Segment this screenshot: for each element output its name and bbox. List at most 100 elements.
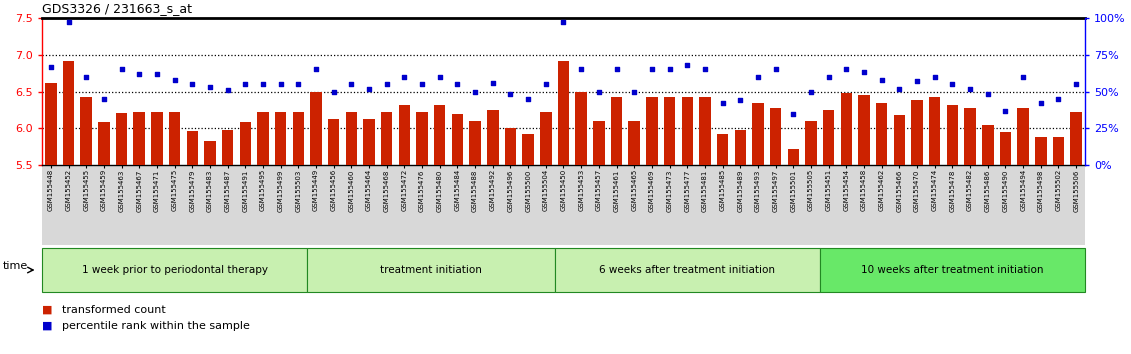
- Text: ■: ■: [42, 305, 52, 315]
- Point: [484, 80, 502, 86]
- Bar: [80, 97, 92, 165]
- Point: [1050, 96, 1068, 102]
- Point: [218, 87, 236, 93]
- Bar: [222, 131, 233, 165]
- Bar: [664, 97, 675, 165]
- Point: [396, 74, 414, 80]
- Point: [679, 62, 697, 68]
- Point: [873, 77, 891, 82]
- Text: time: time: [2, 262, 27, 272]
- Point: [183, 81, 201, 87]
- Point: [60, 19, 78, 25]
- Point: [431, 74, 449, 80]
- Bar: [629, 121, 640, 165]
- Bar: [487, 110, 499, 165]
- Bar: [770, 108, 782, 165]
- Bar: [275, 112, 286, 165]
- Point: [767, 67, 785, 72]
- Point: [642, 67, 661, 72]
- Bar: [98, 122, 110, 165]
- Bar: [293, 112, 304, 165]
- Point: [589, 88, 607, 94]
- Bar: [823, 110, 835, 165]
- Point: [307, 67, 325, 72]
- Point: [236, 81, 254, 87]
- Bar: [434, 105, 446, 165]
- Point: [343, 81, 361, 87]
- Point: [855, 69, 873, 75]
- Bar: [541, 112, 552, 165]
- Bar: [593, 121, 605, 165]
- Bar: [576, 91, 587, 165]
- Bar: [381, 112, 392, 165]
- Text: 1 week prior to periodontal therapy: 1 week prior to periodontal therapy: [81, 265, 268, 275]
- Point: [130, 71, 148, 77]
- Bar: [965, 108, 976, 165]
- Bar: [240, 122, 251, 165]
- Bar: [63, 61, 75, 165]
- Point: [607, 67, 625, 72]
- Point: [837, 67, 855, 72]
- Text: transformed count: transformed count: [62, 305, 166, 315]
- Point: [714, 101, 732, 106]
- Point: [95, 96, 113, 102]
- Bar: [363, 119, 374, 165]
- Bar: [1070, 112, 1082, 165]
- Point: [519, 96, 537, 102]
- Point: [501, 92, 519, 97]
- Bar: [699, 97, 710, 165]
- Bar: [152, 112, 163, 165]
- Point: [466, 88, 484, 94]
- Point: [325, 88, 343, 94]
- Text: 10 weeks after treatment initiation: 10 weeks after treatment initiation: [861, 265, 1044, 275]
- Bar: [682, 97, 693, 165]
- Bar: [133, 112, 145, 165]
- Point: [661, 67, 679, 72]
- Point: [271, 81, 290, 87]
- Point: [996, 108, 1015, 113]
- Point: [201, 84, 219, 90]
- Bar: [752, 103, 763, 165]
- Bar: [982, 125, 993, 165]
- Point: [448, 81, 466, 87]
- Point: [696, 67, 714, 72]
- Bar: [875, 103, 888, 165]
- Point: [749, 74, 767, 80]
- Bar: [205, 142, 216, 165]
- Bar: [416, 112, 428, 165]
- Bar: [646, 97, 657, 165]
- Text: 6 weeks after treatment initiation: 6 weeks after treatment initiation: [599, 265, 775, 275]
- Bar: [893, 115, 905, 165]
- Bar: [45, 83, 57, 165]
- Text: percentile rank within the sample: percentile rank within the sample: [62, 321, 250, 331]
- Bar: [717, 134, 728, 165]
- Point: [77, 74, 95, 80]
- Bar: [504, 128, 516, 165]
- Point: [943, 81, 961, 87]
- Bar: [187, 131, 198, 165]
- Bar: [346, 112, 357, 165]
- Bar: [523, 134, 534, 165]
- Bar: [1035, 137, 1046, 165]
- Bar: [469, 121, 481, 165]
- Bar: [611, 97, 622, 165]
- Bar: [912, 100, 923, 165]
- Bar: [451, 114, 464, 165]
- Point: [890, 86, 908, 91]
- Point: [961, 86, 979, 91]
- Bar: [1018, 108, 1029, 165]
- Point: [1031, 101, 1050, 106]
- Point: [572, 67, 590, 72]
- Point: [360, 86, 378, 91]
- Text: ■: ■: [42, 321, 52, 331]
- Point: [290, 81, 308, 87]
- Point: [802, 88, 820, 94]
- Point: [732, 97, 750, 103]
- Point: [925, 74, 943, 80]
- Point: [378, 81, 396, 87]
- Text: treatment initiation: treatment initiation: [380, 265, 482, 275]
- Bar: [558, 61, 569, 165]
- Point: [820, 74, 838, 80]
- Point: [254, 81, 273, 87]
- Point: [908, 78, 926, 84]
